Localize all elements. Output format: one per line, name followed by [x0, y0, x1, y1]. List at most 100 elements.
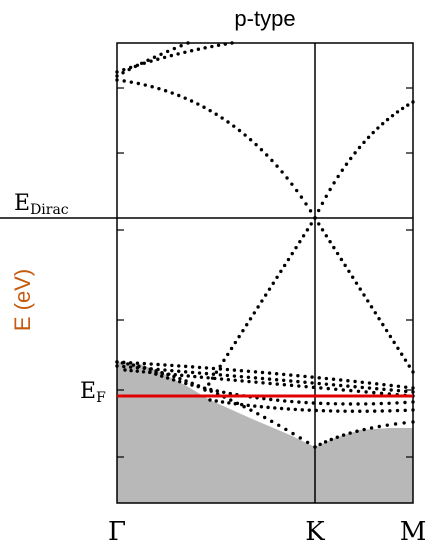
band-dot — [248, 317, 253, 321]
band-dot — [170, 363, 174, 368]
band-dot — [336, 174, 340, 179]
band-dot — [248, 138, 253, 142]
band-dot — [281, 378, 286, 383]
band-dot — [333, 402, 338, 406]
band-dot — [396, 346, 400, 351]
band-dot — [193, 374, 197, 379]
band-dot — [276, 398, 280, 402]
band-dot — [294, 245, 298, 250]
band-dot — [307, 408, 311, 412]
band-dot — [404, 385, 408, 389]
frame-ticks — [117, 87, 413, 458]
band-dot — [237, 334, 241, 339]
band-dot — [247, 379, 251, 384]
band-dot — [321, 409, 326, 413]
band-dot — [286, 407, 291, 411]
band-dot — [285, 176, 289, 180]
band-dot — [256, 305, 260, 309]
band-dot — [229, 398, 233, 402]
band-dot — [317, 376, 321, 380]
x-tick-label: Γ — [108, 517, 126, 547]
band-dot — [377, 316, 381, 321]
band-dot — [310, 375, 314, 379]
band-dot — [180, 373, 184, 378]
band-dot — [347, 269, 351, 274]
band-dot — [324, 194, 328, 198]
band-dot — [232, 368, 237, 372]
band-dot — [259, 405, 264, 409]
band-dot — [241, 328, 245, 333]
band-dot — [142, 61, 146, 65]
band-dot — [324, 376, 329, 381]
band-dot — [216, 43, 221, 47]
band-dot — [343, 409, 347, 413]
band-dot — [300, 408, 304, 412]
band-dot — [156, 362, 160, 367]
band-dot — [253, 370, 258, 374]
band-dot — [171, 378, 176, 382]
band-dot — [377, 424, 381, 429]
band-dot — [395, 408, 400, 413]
band-dot — [356, 402, 360, 406]
band-dot — [291, 431, 295, 436]
band-dot — [226, 352, 230, 357]
band-dot — [267, 287, 272, 291]
band-dot — [280, 170, 284, 174]
band-dot — [319, 386, 323, 390]
band-dot — [177, 379, 182, 384]
band-dot — [341, 433, 346, 437]
band-dot — [369, 426, 374, 430]
band-dot — [290, 251, 294, 256]
fermi-label: EF — [80, 379, 106, 406]
band-dot — [260, 370, 265, 375]
band-dot — [282, 383, 287, 387]
band-dot — [259, 148, 264, 152]
band-dot — [135, 369, 139, 373]
band-dot — [142, 361, 147, 366]
band-dot — [199, 375, 204, 379]
label-main: E — [80, 379, 96, 404]
band-dot — [304, 400, 308, 405]
band-dot — [204, 371, 209, 376]
band-dot — [310, 381, 314, 385]
band-dot — [150, 85, 154, 89]
band-dot — [349, 388, 353, 393]
band-dot — [135, 361, 140, 365]
band-dot — [190, 365, 195, 369]
band-dot — [256, 412, 260, 416]
dirac-label: EDirac — [14, 191, 69, 218]
chart-title: p-type — [234, 6, 295, 31]
band-dot — [380, 409, 384, 413]
band-dot — [245, 323, 249, 327]
band-dot — [407, 364, 411, 368]
band-dot — [203, 386, 207, 391]
band-dot — [204, 366, 209, 370]
band-dot — [170, 368, 174, 373]
band-dot — [279, 406, 284, 411]
band-dot — [289, 383, 294, 388]
band-dot — [290, 182, 294, 186]
band-dot — [366, 299, 370, 303]
band-dot — [320, 228, 325, 232]
band-dot — [362, 293, 366, 297]
band-dot — [172, 46, 177, 51]
band-dot — [289, 379, 293, 383]
band-dot — [203, 46, 207, 50]
band-dot — [222, 390, 226, 394]
band-dot — [170, 91, 174, 95]
band-dot — [277, 423, 281, 428]
band-dot — [220, 400, 225, 404]
band-dot — [242, 404, 246, 409]
band-dot — [121, 71, 125, 75]
band-dot — [362, 140, 366, 145]
band-dot — [218, 373, 223, 377]
band-dot — [196, 102, 200, 106]
band-dot — [136, 81, 141, 86]
band-dot — [131, 363, 136, 367]
band-dot — [341, 402, 345, 406]
band-dot — [133, 64, 138, 69]
band-dot — [324, 382, 329, 386]
band-dot — [240, 379, 244, 383]
band-dot — [229, 346, 234, 351]
band-dot — [366, 135, 371, 140]
